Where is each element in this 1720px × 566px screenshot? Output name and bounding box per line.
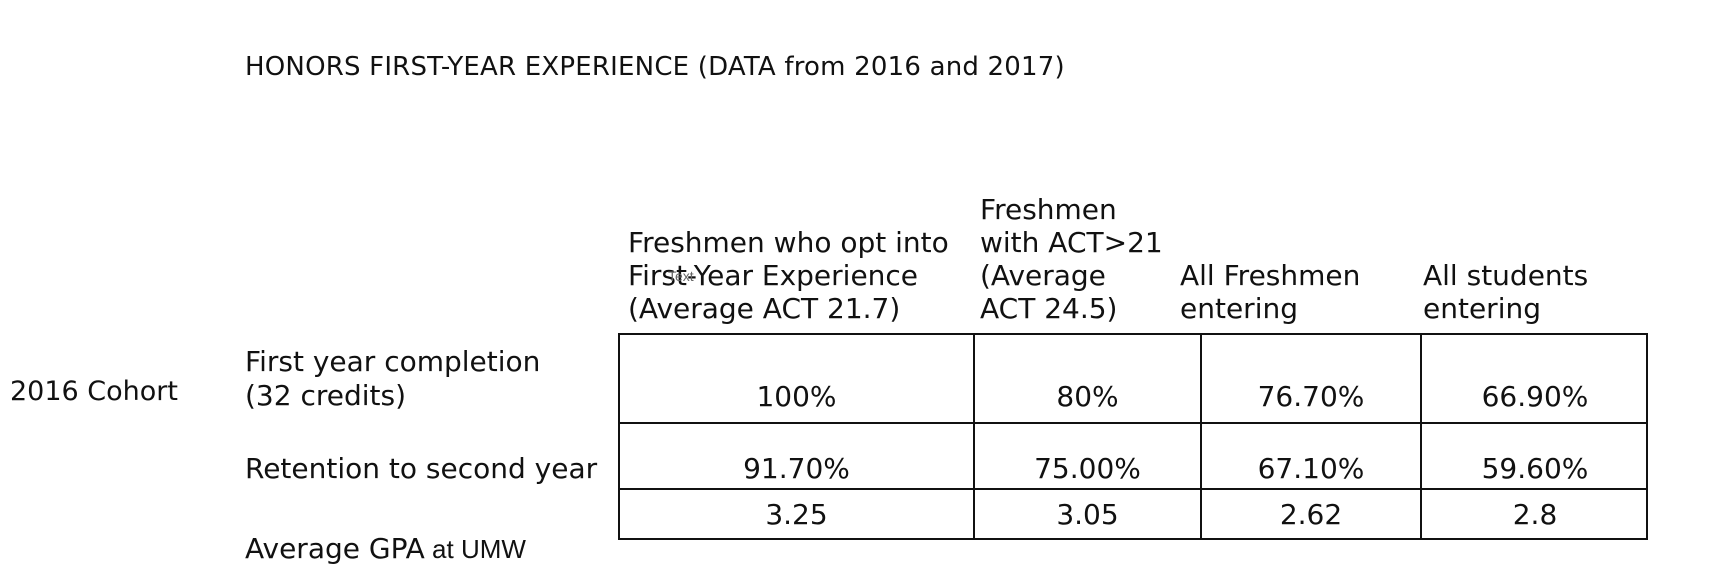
table-cell: 66.90%: [1481, 380, 1589, 413]
table-cell: 67.10%: [1257, 452, 1365, 485]
cohort-label: 2016 Cohort: [10, 376, 178, 407]
row-divider: [620, 422, 1646, 424]
column-header-all-students: All students entering: [1423, 259, 1589, 325]
row-label-average-gpa-tail: at UMW: [424, 534, 526, 564]
row-label-first-year-completion: First year completion (32 credits): [245, 345, 541, 412]
table-cell: 59.60%: [1481, 452, 1589, 485]
table-cell: 2.8: [1512, 498, 1558, 531]
table-cell: 91.70%: [743, 452, 850, 485]
row-label-average-gpa: Average GPA at UMW: [245, 498, 526, 566]
text-placeholder-artifact: Text: [668, 268, 694, 284]
data-table: 100% 80% 76.70% 66.90% 91.70% 75.00% 67.…: [618, 333, 1648, 540]
row-label-average-gpa-main: Average GPA: [245, 532, 425, 565]
table-cell: 76.70%: [1257, 380, 1365, 413]
table-cell: 3.25: [765, 498, 828, 531]
column-divider: [1200, 335, 1202, 538]
column-header-all-freshmen: All Freshmen entering: [1180, 259, 1361, 325]
row-divider: [620, 488, 1646, 490]
page-title: HONORS FIRST-YEAR EXPERIENCE (DATA from …: [245, 52, 1065, 82]
table-cell: 80%: [1056, 380, 1119, 413]
table-cell: 3.05: [1056, 498, 1119, 531]
table-cell: 75.00%: [1034, 452, 1141, 485]
column-divider: [1420, 335, 1422, 538]
table-cell: 2.62: [1279, 498, 1343, 531]
table-cell: 100%: [756, 380, 837, 413]
column-header-act-over-21: Freshmen with ACT>21 (Average ACT 24.5): [980, 193, 1163, 325]
row-label-retention: Retention to second year: [245, 452, 598, 485]
column-header-fye-optin: Freshmen who opt into First-Year Experie…: [628, 226, 949, 325]
column-divider: [973, 335, 975, 538]
